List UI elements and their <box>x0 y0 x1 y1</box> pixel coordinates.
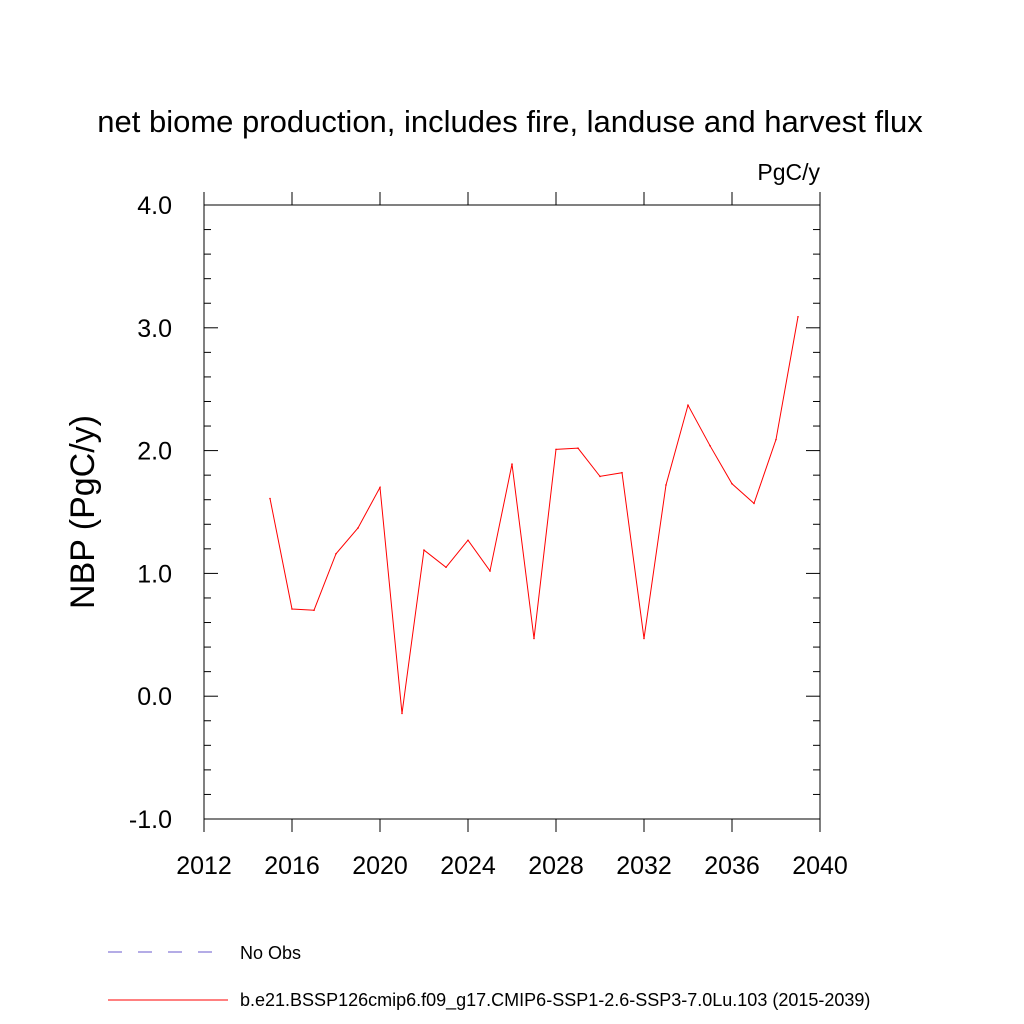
x-tick-label: 2032 <box>616 852 672 880</box>
units-label: PgC/y <box>757 159 820 185</box>
series-line <box>269 316 799 714</box>
data-point <box>599 475 601 478</box>
y-tick-label: 3.0 <box>137 315 172 343</box>
data-point <box>577 447 579 449</box>
data-point <box>291 608 293 610</box>
y-axis-label: NBP (PgC/y) <box>64 415 102 609</box>
x-axis: 2012 2016 2020 2024 2028 2032 2036 2040 <box>176 192 848 880</box>
data-point <box>269 497 271 500</box>
x-tick-label: 2020 <box>352 852 408 880</box>
x-tick-label: 2012 <box>176 852 232 880</box>
data-point <box>665 484 667 486</box>
y-tick-label: -1.0 <box>129 806 172 834</box>
y-tick-label: 0.0 <box>137 683 172 711</box>
x-tick-label: 2028 <box>528 852 584 880</box>
data-point <box>313 609 315 612</box>
data-point <box>467 539 469 542</box>
legend: No Obs b.e21.BSSP126cmip6.f09_g17.CMIP6-… <box>108 943 870 1011</box>
y-tick-label: 1.0 <box>137 560 172 588</box>
data-point <box>511 463 513 465</box>
x-tick-label: 2024 <box>440 852 496 880</box>
x-tick-label: 2016 <box>264 852 320 880</box>
data-point <box>357 527 359 529</box>
data-point <box>489 570 491 572</box>
x-tick-label: 2040 <box>792 852 848 880</box>
data-point <box>379 486 381 489</box>
data-point <box>401 712 403 715</box>
legend-label-series: b.e21.BSSP126cmip6.f09_g17.CMIP6-SSP1-2.… <box>240 990 870 1011</box>
legend-label-no-obs: No Obs <box>240 943 301 963</box>
data-point <box>753 502 755 505</box>
data-point <box>445 566 447 569</box>
y-tick-label: 2.0 <box>137 438 172 466</box>
x-tick-label: 2036 <box>704 852 760 880</box>
data-point <box>555 448 557 451</box>
y-axis: -1.0 0.0 1.0 2.0 3.0 4.0 <box>129 192 820 834</box>
data-point <box>533 637 535 640</box>
data-point <box>335 552 337 555</box>
data-point <box>731 482 733 485</box>
y-tick-label: 4.0 <box>137 192 172 220</box>
data-point <box>709 444 711 447</box>
data-point <box>775 438 777 441</box>
data-point <box>621 471 623 474</box>
data-point <box>687 404 689 406</box>
plot-frame <box>203 204 821 820</box>
series-layer <box>269 315 799 715</box>
chart-title: net biome production, includes fire, lan… <box>97 104 923 139</box>
data-point <box>643 637 645 640</box>
data-point <box>423 549 425 551</box>
data-point <box>797 315 799 318</box>
